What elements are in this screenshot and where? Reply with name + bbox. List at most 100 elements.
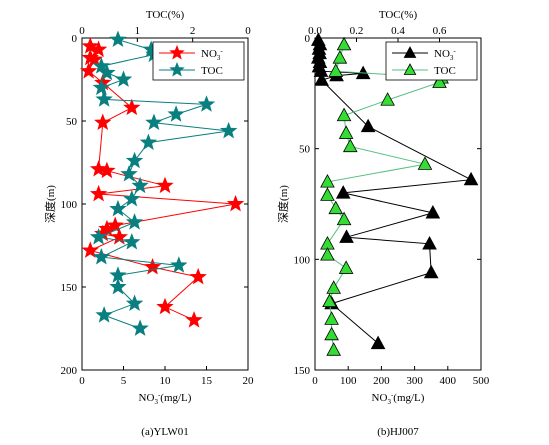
y-tick-label: 50 [66, 116, 78, 128]
triangle-marker [338, 260, 354, 274]
star-marker [94, 113, 112, 131]
y-tick-label: 100 [294, 254, 311, 266]
legend-box [385, 41, 478, 81]
panel-label: (a)YLW01 [141, 426, 188, 438]
y-tick-label: 150 [294, 365, 311, 377]
star-marker [156, 176, 174, 194]
x-tick-label-top: 0.4 [391, 25, 405, 37]
star-marker [89, 228, 108, 245]
star-marker [92, 78, 111, 96]
legend-label: TOC [201, 65, 223, 77]
x-axis-title-bottom: NO3-(mg/L) [139, 391, 192, 406]
x-tick-label-top: 1 [135, 25, 141, 37]
star-marker [114, 70, 133, 87]
legend-label: TOC [434, 65, 456, 77]
triangle-marker [336, 36, 352, 51]
star-marker [125, 151, 144, 169]
triangle-marker [370, 335, 386, 350]
triangle-marker [338, 125, 354, 139]
star-marker [81, 241, 99, 258]
triangle-marker [342, 138, 358, 153]
y-tick-label: 200 [61, 365, 78, 377]
star-marker [189, 267, 207, 285]
legend-label: NO3- [201, 47, 223, 62]
legend-marker [403, 63, 417, 75]
triangle-marker [360, 118, 376, 133]
plot-frame [314, 37, 482, 371]
y-tick-label: 150 [61, 282, 78, 294]
star-marker [92, 57, 111, 74]
star-marker [170, 256, 188, 273]
y-tick-label: 0 [72, 33, 78, 45]
triangle-marker [322, 293, 337, 308]
x-tick-label-top: 0.6 [433, 25, 447, 37]
triangle-marker [324, 311, 339, 325]
star-marker [197, 95, 216, 112]
star-marker [185, 311, 203, 328]
x-tick-label-bottom: 300 [406, 375, 423, 387]
x-tick-label-bottom: 400 [440, 375, 457, 387]
x-tick-label-top: 2 [190, 25, 196, 37]
legend-label: NO3- [434, 47, 456, 62]
star-marker [123, 189, 141, 207]
star-marker [89, 40, 108, 57]
star-marker [123, 233, 141, 250]
triangle-marker [328, 63, 344, 77]
star-marker [125, 213, 144, 230]
star-marker [125, 294, 144, 311]
triangle-marker [326, 280, 341, 294]
star-marker [120, 164, 138, 182]
legend-marker [169, 44, 185, 60]
x-tick-label-bottom: 200 [373, 375, 390, 387]
triangle-marker [380, 92, 395, 106]
star-marker [95, 90, 113, 107]
x-tick-label-bottom: 500 [473, 375, 490, 387]
y-tick-label: 100 [61, 199, 78, 211]
star-marker [85, 50, 104, 67]
triangle-marker [328, 200, 344, 215]
x-tick-label-bottom: 0 [312, 375, 318, 387]
x-tick-label-bottom: 100 [340, 375, 357, 387]
star-marker [92, 247, 111, 265]
star-marker [95, 306, 113, 323]
x-tick-label-top: 0.2 [350, 25, 364, 37]
triangle-marker [339, 229, 354, 243]
star-marker [109, 277, 127, 295]
triangle-marker [425, 205, 441, 219]
triangle-marker [320, 187, 335, 201]
triangle-marker [314, 72, 329, 86]
star-marker [219, 121, 238, 139]
y-axis-title: 深度(m) [43, 185, 57, 223]
x-tick-label-bottom: 15 [201, 375, 213, 387]
star-marker [89, 184, 108, 202]
legend-marker [403, 46, 417, 58]
triangle-marker [417, 156, 433, 170]
x-tick-label-top: 0 [79, 25, 85, 37]
star-marker [226, 194, 245, 212]
star-marker [98, 63, 116, 81]
triangle-marker [463, 171, 479, 186]
triangle-marker [432, 74, 447, 88]
star-marker [131, 176, 149, 194]
star-marker [106, 216, 124, 233]
x-tick-label-bottom: 10 [160, 375, 172, 387]
star-marker [143, 257, 162, 275]
triangle-marker [423, 264, 439, 279]
x-tick-label-bottom: 20 [243, 375, 255, 387]
triangle-marker [324, 326, 339, 341]
panel-label: (b)HJ007 [377, 426, 419, 438]
x-axis-title-top: TOC(%) [146, 9, 185, 21]
triangle-marker [335, 185, 351, 199]
star-marker [123, 98, 141, 116]
star-marker [139, 133, 158, 150]
x-tick-label-top: 0.0 [308, 25, 322, 37]
x-tick-label-top: 0 [245, 25, 251, 37]
triangle-marker [332, 50, 348, 64]
x-axis-title-top: TOC(%) [379, 9, 418, 21]
x-axis-title-bottom: NO3-(mg/L) [372, 391, 425, 406]
triangle-marker [422, 236, 437, 250]
triangle-marker [320, 174, 335, 188]
